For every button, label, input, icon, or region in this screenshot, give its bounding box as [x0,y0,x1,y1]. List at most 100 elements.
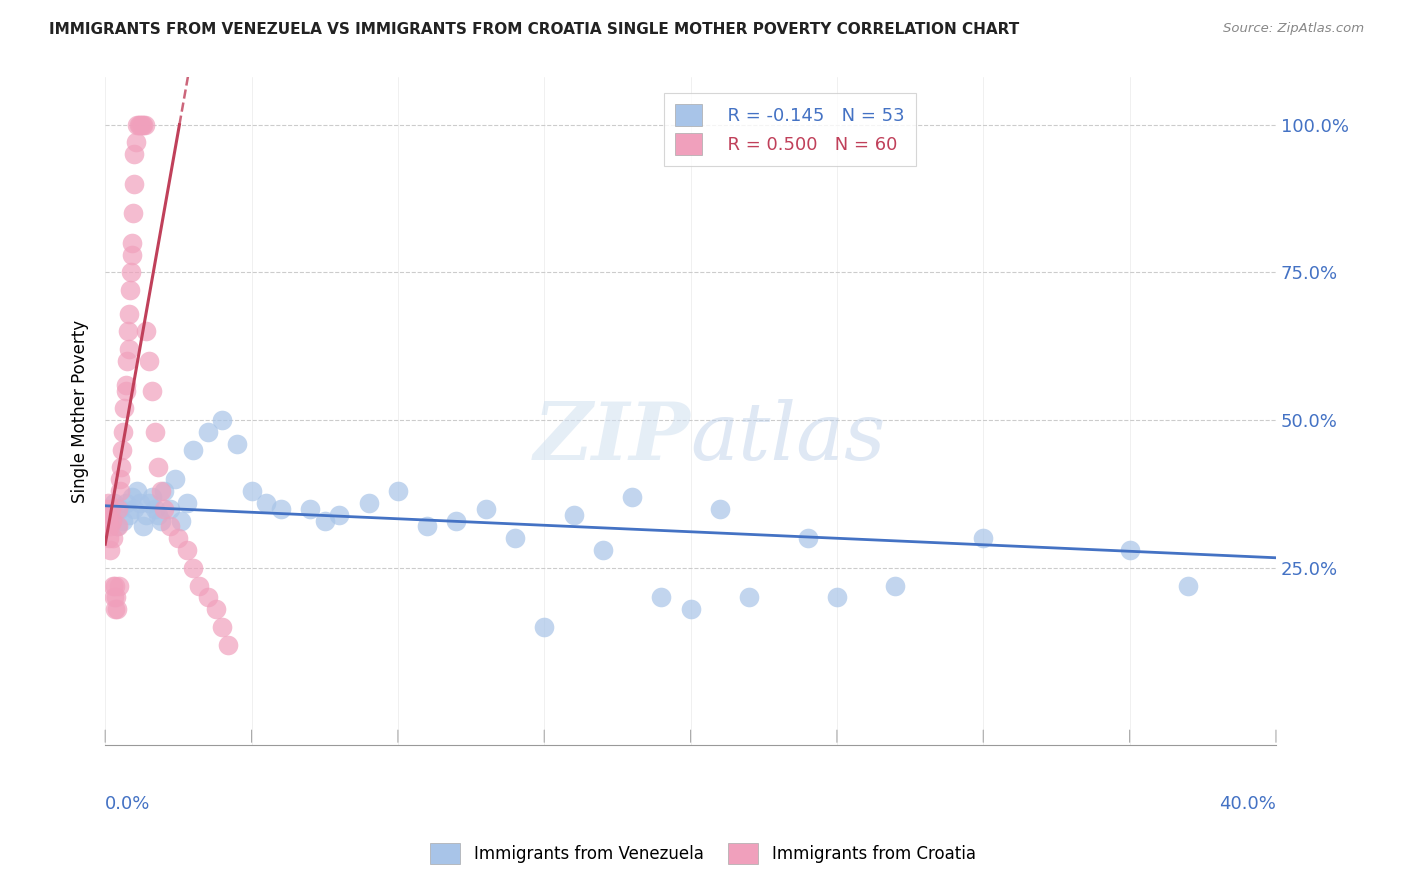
Point [103,578,125,592]
Point [149,483,172,498]
Point [97,531,120,545]
Point [112,401,135,416]
Point [796,531,818,545]
Point [146,460,169,475]
Point [129,496,152,510]
Point [105,602,128,616]
Point [115,354,138,368]
Y-axis label: Single Mother Poverty: Single Mother Poverty [72,319,89,503]
Point [884,578,907,592]
Point [1118,543,1140,558]
Point [103,602,125,616]
Point [357,496,380,510]
Point [138,496,160,510]
Point [96,514,118,528]
Point [143,501,166,516]
Point [650,591,672,605]
Point [533,620,555,634]
Text: Source: ZipAtlas.com: Source: ZipAtlas.com [1223,22,1364,36]
Point [167,531,190,545]
Point [111,425,134,439]
Point [97,496,120,510]
Point [105,591,128,605]
Point [127,483,149,498]
Point [117,325,139,339]
Point [141,490,163,504]
Point [120,265,142,279]
Point [562,508,585,522]
Point [117,508,139,522]
Legend:   R = -0.145   N = 53,   R = 0.500   N = 60: R = -0.145 N = 53, R = 0.500 N = 60 [664,93,915,166]
Point [100,543,122,558]
Point [205,602,228,616]
Point [117,342,139,356]
Point [181,442,204,457]
Point [152,501,174,516]
Point [103,496,125,510]
Point [110,472,132,486]
Point [226,436,249,450]
Point [503,531,526,545]
Point [132,519,155,533]
Point [217,638,239,652]
Point [114,496,136,510]
Point [111,514,134,528]
Text: ZIP: ZIP [534,400,690,476]
Point [197,425,219,439]
Point [128,118,150,132]
Point [187,578,209,592]
Point [181,561,204,575]
Point [159,501,181,516]
Point [108,578,131,592]
Point [387,483,409,498]
Point [314,514,336,528]
Point [129,118,152,132]
Point [103,591,125,605]
Point [165,472,187,486]
Point [96,501,118,516]
Point [121,490,143,504]
Point [100,508,122,522]
Point [118,307,141,321]
Text: IMMIGRANTS FROM VENEZUELA VS IMMIGRANTS FROM CROATIA SINGLE MOTHER POVERTY CORRE: IMMIGRANTS FROM VENEZUELA VS IMMIGRANTS … [49,22,1019,37]
Point [474,501,496,516]
Legend: Immigrants from Venezuela, Immigrants from Croatia: Immigrants from Venezuela, Immigrants fr… [423,837,983,871]
Point [141,384,163,398]
Text: atlas: atlas [690,400,886,476]
Point [709,501,731,516]
Point [108,501,131,516]
Point [738,591,761,605]
Point [446,514,468,528]
Point [127,118,149,132]
Point [124,147,146,161]
Point [100,514,122,528]
Point [270,501,292,516]
Point [240,483,263,498]
Point [122,177,145,191]
Point [100,501,122,516]
Point [299,501,322,516]
Point [122,206,145,220]
Point [121,235,143,250]
Point [134,118,156,132]
Point [110,460,132,475]
Point [114,384,136,398]
Text: 0.0%: 0.0% [105,795,150,814]
Point [159,519,181,533]
Point [107,519,129,533]
Point [125,136,148,150]
Point [121,248,143,262]
Point [108,483,131,498]
Point [328,508,350,522]
Point [104,578,127,592]
Point [1177,578,1199,592]
Point [146,508,169,522]
Point [170,514,193,528]
Point [101,531,124,545]
Point [107,501,129,516]
Point [120,283,142,297]
Point [197,591,219,605]
Point [211,620,233,634]
Point [679,602,702,616]
Point [254,496,277,510]
